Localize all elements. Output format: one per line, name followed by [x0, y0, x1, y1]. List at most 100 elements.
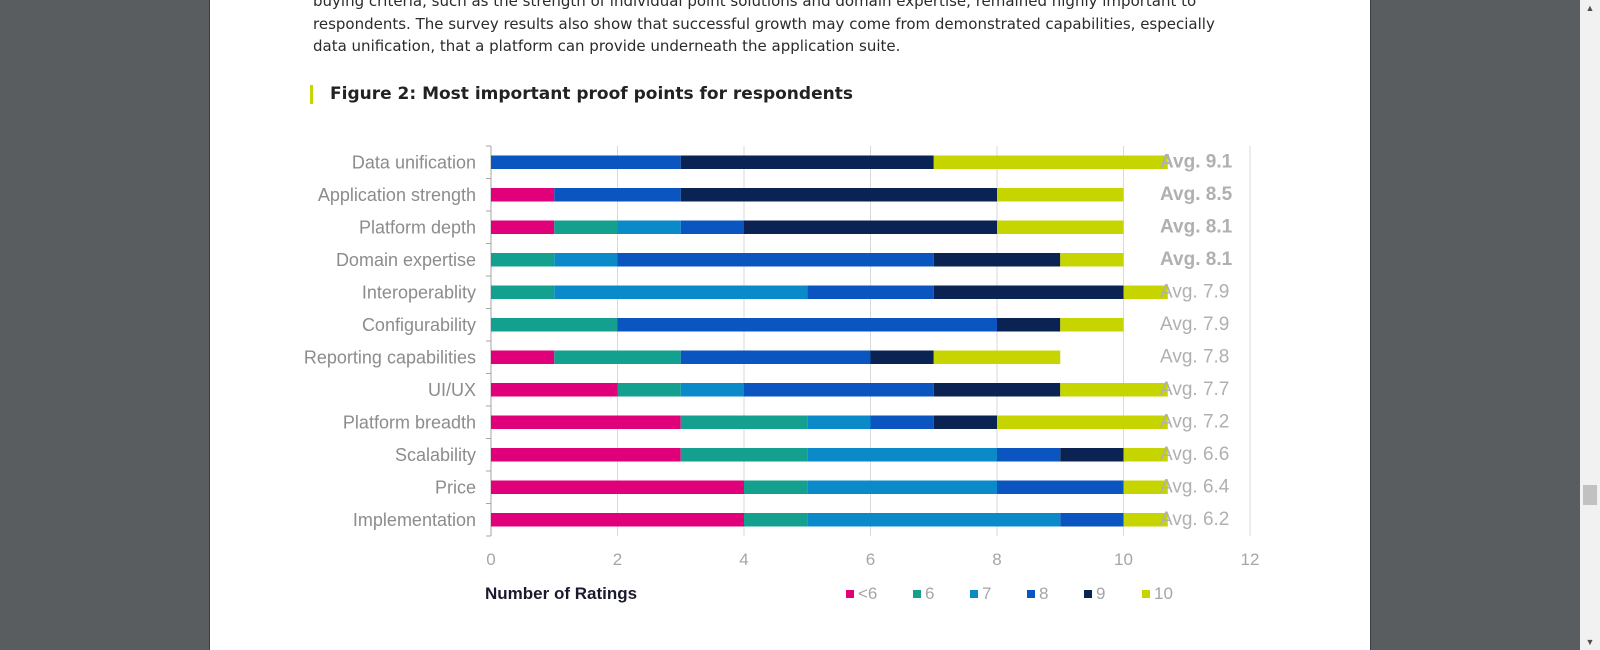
x-tick-label: 8: [992, 550, 1001, 569]
average-label: Avg. 6.4: [1160, 476, 1230, 497]
bar-segment: [933, 350, 1061, 364]
bar-segment: [933, 155, 1168, 169]
bar-segment: [491, 513, 744, 527]
legend-label: <6: [858, 584, 877, 603]
bar-segment: [997, 220, 1124, 234]
bar-segment: [491, 188, 555, 202]
bar-segment: [997, 188, 1124, 202]
bar-segment: [997, 448, 1061, 462]
x-tick-label: 12: [1241, 550, 1260, 569]
category-label: Platform breadth: [343, 412, 476, 432]
bar-segment: [870, 350, 934, 364]
bar-segment: [491, 383, 618, 397]
average-label: Avg. 7.9: [1160, 281, 1229, 302]
category-label: Data unification: [352, 152, 476, 172]
vertical-scrollbar[interactable]: ▲ ▼: [1580, 0, 1600, 650]
intro-line: respondents. The survey results also sho…: [313, 14, 1215, 33]
legend-label: 6: [925, 584, 934, 603]
bar-segment: [807, 285, 934, 299]
bar-segment: [744, 220, 997, 234]
legend-label: 10: [1154, 584, 1173, 603]
bar-segment: [680, 220, 744, 234]
bar-segment: [1123, 285, 1168, 299]
category-label: Application strength: [318, 185, 476, 205]
bar-segment: [1060, 383, 1168, 397]
bar-segment: [870, 415, 934, 429]
bar-segment: [491, 220, 555, 234]
bar-segment: [491, 415, 681, 429]
scroll-thumb[interactable]: [1583, 485, 1597, 505]
bar-segment: [617, 220, 681, 234]
category-label: Scalability: [395, 445, 476, 465]
bar-segment: [744, 383, 934, 397]
bar-segment: [1123, 480, 1168, 494]
bar-segment: [744, 513, 808, 527]
bar-segment: [997, 480, 1124, 494]
legend-swatch: [846, 590, 854, 598]
legend-label: 9: [1096, 584, 1105, 603]
bar-segment: [680, 350, 871, 364]
bar-segment: [680, 383, 744, 397]
bar-segment: [491, 350, 555, 364]
average-label: Avg. 9.1: [1160, 151, 1233, 172]
bar-segment: [1060, 513, 1124, 527]
bar-segment: [617, 318, 997, 332]
bar-segment: [1060, 448, 1124, 462]
bar-segment: [997, 318, 1061, 332]
legend-swatch: [1027, 590, 1035, 598]
average-label: Avg. 7.9: [1160, 314, 1229, 335]
legend-swatch: [970, 590, 978, 598]
bar-segment: [997, 415, 1168, 429]
category-label: Configurability: [362, 315, 476, 335]
x-tick-label: 6: [866, 550, 875, 569]
bar-segment: [491, 253, 555, 267]
average-label: Avg. 7.7: [1160, 379, 1229, 400]
intro-line: buying criteria, such as the strength of…: [313, 0, 1197, 10]
bar-segment: [491, 448, 681, 462]
x-tick-label: 10: [1114, 550, 1133, 569]
average-label: Avg. 7.8: [1160, 346, 1229, 367]
category-label: Reporting capabilities: [304, 347, 476, 367]
figure-title: Figure 2: Most important proof points fo…: [330, 84, 853, 104]
bar-segment: [680, 188, 997, 202]
scroll-up-arrow-icon[interactable]: ▲: [1585, 3, 1595, 13]
legend-swatch: [1142, 590, 1150, 598]
bar-segment: [491, 480, 744, 494]
bar-segment: [680, 415, 808, 429]
scroll-down-arrow-icon[interactable]: ▼: [1585, 637, 1595, 647]
bar-segment: [491, 318, 618, 332]
bar-segment: [554, 350, 681, 364]
category-label: Domain expertise: [336, 250, 476, 270]
stacked-bar-chart: Data unification Avg. 9.1 Application stre…: [304, 145, 1260, 603]
pdf-page: buying criteria, such as the strength of…: [209, 0, 1371, 650]
bar-segment: [617, 383, 681, 397]
bar-segment: [807, 513, 1061, 527]
intro-paragraph: buying criteria, such as the strength of…: [313, 0, 1263, 58]
bar-segment: [1060, 318, 1124, 332]
bar-segment: [554, 188, 681, 202]
bar-segment: [744, 480, 808, 494]
bar-segment: [554, 253, 618, 267]
intro-line: data unification, that a platform can pr…: [313, 37, 901, 55]
bar-segment: [933, 415, 997, 429]
bar-segment: [1123, 513, 1168, 527]
legend-label: 7: [982, 584, 991, 603]
category-label: Interoperablity: [362, 282, 476, 302]
category-label: UI/UX: [428, 380, 476, 400]
figure-accent-bar: [310, 85, 313, 104]
bar-segment: [807, 448, 997, 462]
bar-segment: [807, 480, 997, 494]
bar-segment: [680, 155, 934, 169]
x-tick-label: 2: [613, 550, 622, 569]
bar-segment: [554, 220, 618, 234]
bar-segment: [933, 253, 1061, 267]
category-label: Implementation: [353, 510, 476, 530]
x-tick-label: 4: [739, 550, 748, 569]
legend-swatch: [913, 590, 921, 598]
average-label: Avg. 6.6: [1160, 444, 1229, 465]
category-label: Platform depth: [359, 217, 476, 237]
legend-label: 8: [1039, 584, 1048, 603]
bar-segment: [680, 448, 808, 462]
bar-segment: [1123, 448, 1168, 462]
